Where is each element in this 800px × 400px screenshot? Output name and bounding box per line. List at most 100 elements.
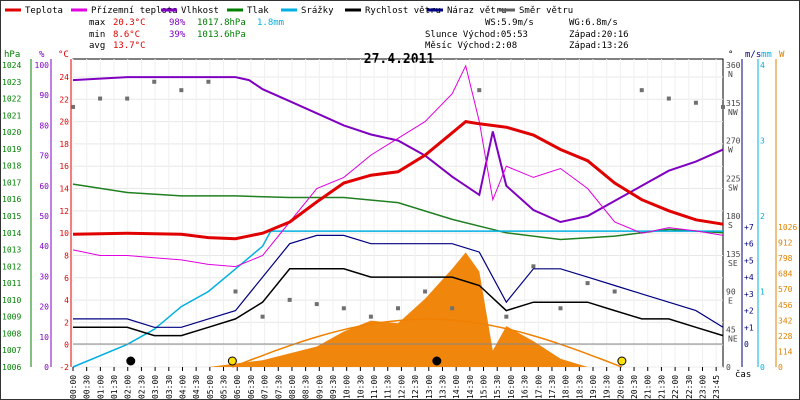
x-tick-label: 17:00 <box>534 375 543 399</box>
hpa-tick: 1006 <box>2 363 21 372</box>
x-tick-label: 14:30 <box>466 375 475 399</box>
x-tick-label: 16:00 <box>507 375 516 399</box>
hpa-tick: 1024 <box>2 61 21 70</box>
solar-tick: 0 <box>778 363 783 372</box>
x-tick-label: 21:30 <box>657 375 666 399</box>
c-tick: 6 <box>64 274 69 283</box>
x-tick-label: 18:00 <box>562 375 571 399</box>
stat-max-label: max <box>89 18 106 28</box>
legend-label: Tlak <box>247 6 269 16</box>
x-tick-label: 12:00 <box>397 375 406 399</box>
temperature-line <box>72 120 724 241</box>
x-tick-label: 11:30 <box>384 375 393 399</box>
dir-tick-label: S <box>728 221 733 230</box>
pct-tick: 30 <box>39 272 49 281</box>
x-tick-label: 20:30 <box>630 375 639 399</box>
x-tick-label: 09:00 <box>315 375 324 399</box>
c-tick: 16 <box>59 162 69 171</box>
x-tick-label: 04:30 <box>192 375 201 399</box>
legend-label: Rychlost větru <box>365 6 441 16</box>
pct-tick: 20 <box>39 303 49 312</box>
legend-label: Směr větru <box>519 6 573 16</box>
direction-point <box>341 306 346 311</box>
stat-min-hum: 39% <box>169 30 186 40</box>
hpa-tick: 1012 <box>2 262 21 271</box>
rain-tick: 3 <box>760 137 765 146</box>
pct-tick: 90 <box>39 91 49 100</box>
direction-point <box>260 314 265 319</box>
axes: 1024102310221021102010191018101710161015… <box>2 58 797 372</box>
stat-ws: WS:5.9m/s <box>485 18 534 28</box>
direction-point <box>314 302 319 307</box>
x-tick-label: 19:00 <box>589 375 598 399</box>
stat-min-label: min <box>89 30 105 40</box>
c-tick: 0 <box>64 341 69 350</box>
hpa-tick: 1018 <box>2 162 21 171</box>
stat-rain: 1.8mm <box>257 18 284 28</box>
stat-max-press: 1017.8hPa <box>197 18 246 28</box>
x-tick-label: 20:00 <box>616 375 625 399</box>
dir-tick: 180 <box>726 212 741 221</box>
stat-wg: WG:6.8m/s <box>569 18 618 28</box>
direction-point <box>585 281 590 286</box>
dir-tick: 360 <box>726 61 741 70</box>
x-tick-label: 15:30 <box>493 375 502 399</box>
direction-point <box>179 88 184 93</box>
pct-tick: 100 <box>35 61 50 70</box>
solar-tick: 1026 <box>778 223 797 232</box>
plot-area <box>71 64 725 368</box>
direction-point <box>558 306 563 311</box>
x-tick-label: 03:00 <box>151 375 160 399</box>
x-tick-label: 13:00 <box>425 375 434 399</box>
legend-label: Srážky <box>301 6 334 16</box>
direction-point <box>125 96 130 101</box>
hpa-tick: 1014 <box>2 229 21 238</box>
wind-tick: 0 <box>744 340 749 349</box>
stats-panel: max 20.3°C 98% 1017.8hPa 1.8mm min 8.6°C… <box>89 18 629 51</box>
hpa-tick: 1023 <box>2 78 21 87</box>
x-tick-label: 13:30 <box>438 375 447 399</box>
mm-unit: mm <box>761 50 772 60</box>
dir-tick-label: W <box>728 146 733 155</box>
wind-tick: +3 <box>744 290 754 299</box>
solar-tick: 456 <box>778 301 793 310</box>
hpa-tick: 1008 <box>2 329 21 338</box>
direction-point <box>693 100 698 105</box>
direction-point <box>531 264 536 269</box>
wind-tick: +6 <box>744 240 754 249</box>
solar-tick: 798 <box>778 254 793 263</box>
x-tick-label: 01:00 <box>96 375 105 399</box>
pct-tick: 40 <box>39 242 49 251</box>
ms-unit: m/s <box>745 50 761 60</box>
stat-sun: Slunce Východ:05:53 <box>425 30 528 40</box>
hpa-tick: 1020 <box>2 128 21 137</box>
rain-line <box>72 230 723 368</box>
wind-speed-line <box>73 268 724 337</box>
pct-tick: 50 <box>39 212 49 221</box>
c-tick: 8 <box>64 251 69 260</box>
wind-tick: +7 <box>744 223 754 232</box>
hpa-tick: 1007 <box>2 346 21 355</box>
direction-point <box>477 88 482 93</box>
c-tick: 2 <box>64 318 69 327</box>
x-tick-label: 22:00 <box>671 375 680 399</box>
direction-point <box>504 314 509 319</box>
solar-tick: 912 <box>778 239 793 248</box>
stat-avg-label: avg <box>89 41 105 51</box>
stat-max-temp: 20.3°C <box>113 18 146 28</box>
w-unit: W <box>779 50 785 60</box>
dir-tick: 135 <box>726 250 741 259</box>
x-tick-label: 04:00 <box>178 375 187 399</box>
direction-point <box>233 289 238 294</box>
axis-units: hPa % °C ° m/s mm W čas <box>4 50 785 380</box>
x-tick-label: 09:30 <box>329 375 338 399</box>
solar-tick: 228 <box>778 332 793 341</box>
x-tick-label: 23:00 <box>698 375 707 399</box>
x-tick-label: 15:00 <box>480 375 489 399</box>
x-tick-label: 10:00 <box>343 375 352 399</box>
sunset-marker <box>617 356 627 366</box>
hpa-tick: 1013 <box>2 246 21 255</box>
c-tick: 12 <box>59 207 69 216</box>
rain-tick: 1 <box>760 288 765 297</box>
